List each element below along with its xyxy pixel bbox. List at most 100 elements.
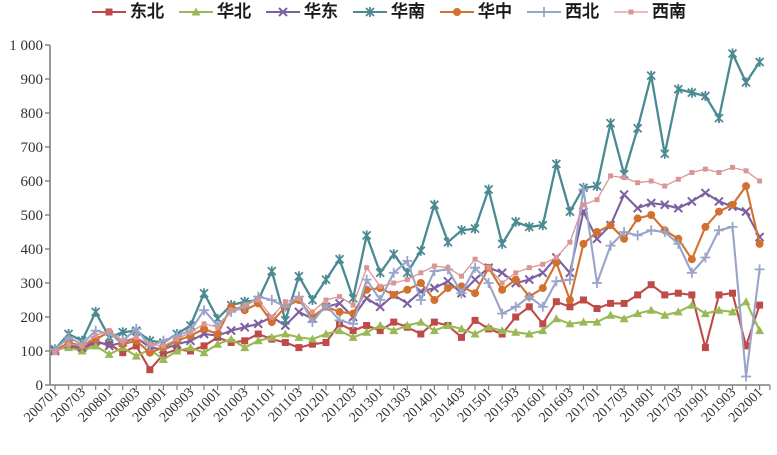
data-point-marker [754, 264, 765, 275]
data-point-marker [213, 330, 222, 338]
data-point-marker [362, 230, 372, 241]
data-point-marker [565, 296, 574, 304]
legend-marker-huazhong [440, 8, 474, 16]
data-point-marker [537, 301, 548, 312]
data-point-marker [727, 221, 738, 232]
data-point-marker [741, 77, 751, 88]
data-point-marker [728, 200, 737, 209]
data-point-marker [146, 366, 154, 374]
data-point-marker [226, 334, 236, 343]
data-point-marker [132, 342, 140, 350]
data-point-marker [688, 291, 696, 299]
data-point-marker [513, 270, 519, 276]
legend-label-huadong: 华东 [304, 2, 338, 21]
data-point-marker [201, 321, 207, 327]
data-point-marker [716, 170, 722, 175]
data-point-marker [659, 227, 670, 237]
data-point-marker [145, 348, 154, 357]
y-tick-label: 300 [21, 276, 44, 292]
data-point-marker [620, 234, 629, 243]
data-point-marker [511, 327, 521, 336]
data-point-marker [309, 309, 315, 315]
data-point-marker [294, 307, 304, 317]
data-point-marker [295, 344, 303, 352]
data-point-marker [524, 329, 534, 338]
data-point-marker [131, 323, 142, 334]
legend-marker-huanan [353, 7, 387, 17]
data-point-marker [632, 230, 643, 241]
y-tick-label: 400 [21, 242, 44, 258]
data-point-marker [714, 113, 724, 124]
data-point-marker [619, 314, 629, 323]
data-point-marker [93, 333, 99, 339]
data-point-marker [539, 7, 549, 17]
data-point-marker [551, 276, 562, 287]
data-point-marker [742, 182, 751, 191]
data-point-marker [459, 273, 464, 279]
data-point-marker [375, 267, 385, 278]
data-point-marker [715, 291, 723, 299]
data-point-marker [579, 296, 587, 304]
data-point-marker [240, 343, 250, 352]
data-point-marker [160, 343, 166, 349]
data-point-marker [348, 332, 358, 341]
data-point-marker [551, 314, 561, 323]
data-point-marker [445, 265, 451, 271]
data-point-marker [159, 350, 167, 358]
data-point-marker [483, 184, 494, 195]
data-point-marker [429, 199, 440, 210]
data-point-marker [646, 225, 657, 236]
data-point-marker [686, 267, 697, 278]
data-point-marker [199, 288, 209, 299]
chart-legend: 东北 华北 华东 华南 华中 西北 西南 [0, 2, 777, 22]
data-point-marker [742, 342, 750, 350]
data-point-marker [620, 299, 628, 307]
y-tick-label: 0 [36, 378, 44, 394]
data-point-marker [687, 255, 696, 264]
data-point-marker [91, 341, 101, 350]
legend-item-huanan: 华南 [352, 2, 425, 22]
data-point-marker [269, 314, 275, 320]
data-point-marker [402, 321, 412, 329]
data-point-marker [334, 315, 345, 326]
data-point-marker [483, 278, 494, 288]
data-point-marker [647, 211, 656, 219]
data-point-marker [471, 289, 480, 298]
data-point-marker [416, 317, 426, 326]
data-point-marker [632, 203, 643, 213]
data-point-marker [443, 237, 453, 248]
data-point-marker [470, 274, 480, 285]
data-point-marker [628, 9, 634, 15]
data-point-marker [727, 48, 738, 59]
data-point-marker [429, 326, 439, 335]
data-point-marker [646, 198, 656, 208]
data-point-marker [348, 318, 359, 329]
data-point-marker [701, 344, 709, 352]
data-point-marker [619, 227, 630, 237]
data-point-marker [538, 326, 548, 335]
data-point-marker [443, 276, 453, 287]
data-point-marker [498, 285, 507, 294]
data-point-marker [456, 225, 467, 236]
data-point-marker [416, 245, 426, 256]
data-point-marker [673, 203, 684, 213]
data-point-marker [430, 296, 439, 304]
data-point-marker [607, 299, 615, 307]
data-point-marker [242, 302, 248, 308]
data-point-marker [443, 284, 452, 293]
data-point-marker [728, 307, 737, 316]
data-point-marker [714, 305, 724, 314]
data-point-marker [606, 221, 615, 230]
data-point-marker [79, 343, 85, 349]
data-point-marker [592, 234, 602, 244]
data-point-marker [538, 284, 547, 293]
data-point-marker [592, 181, 602, 192]
y-tick-label: 500 [21, 208, 44, 224]
data-point-marker [443, 321, 453, 329]
data-point-marker [605, 240, 616, 251]
data-point-marker [525, 303, 533, 311]
legend-item-huazhong: 华中 [439, 2, 512, 22]
data-point-marker [689, 170, 695, 175]
data-point-marker [594, 197, 600, 203]
